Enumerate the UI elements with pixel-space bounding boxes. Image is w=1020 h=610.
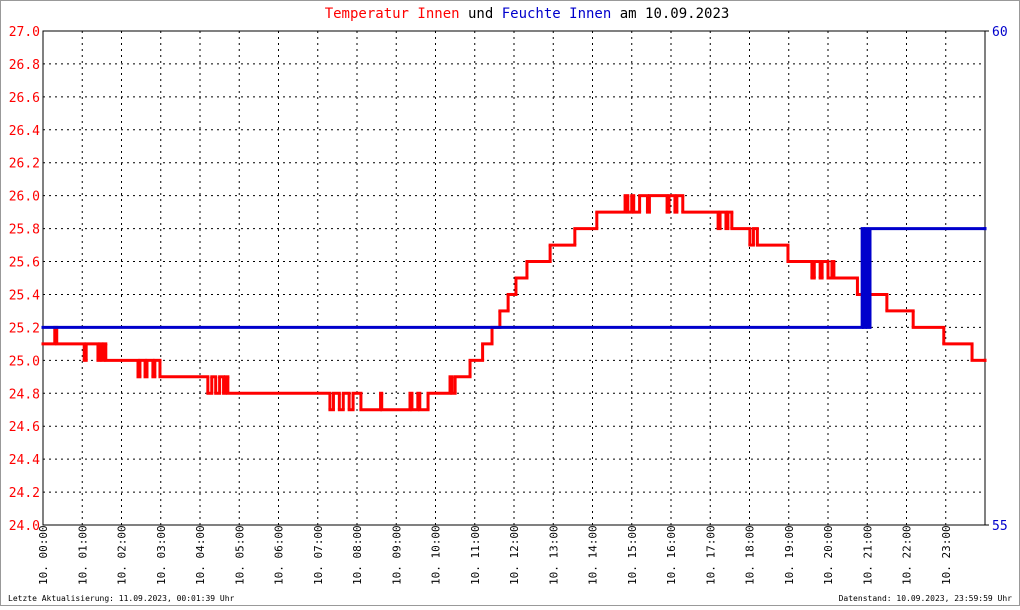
y-tick-label: 24.0 bbox=[9, 519, 40, 534]
y-tick-label: 26.0 bbox=[9, 190, 40, 205]
x-tick-label: 10. 23:00 bbox=[940, 525, 953, 585]
x-tick-label: 10. 22:00 bbox=[901, 525, 914, 585]
x-tick-label: 10. 13:00 bbox=[547, 525, 560, 585]
x-tick-label: 10. 06:00 bbox=[273, 525, 286, 585]
x-tick-label: 10. 20:00 bbox=[822, 525, 835, 585]
y-tick-label: 25.6 bbox=[9, 256, 40, 271]
y-tick-label: 26.6 bbox=[9, 91, 40, 106]
x-tick-label: 10. 18:00 bbox=[744, 525, 757, 585]
x-tick-label: 10. 14:00 bbox=[587, 525, 600, 585]
x-tick-label: 10. 10:00 bbox=[430, 525, 443, 585]
y-tick-label: 27.0 bbox=[9, 25, 40, 40]
y-tick-label: 24.2 bbox=[9, 486, 40, 501]
y2-tick-label: 60 bbox=[992, 25, 1008, 40]
y2-tick-label: 55 bbox=[992, 519, 1008, 534]
x-tick-label: 10. 21:00 bbox=[861, 525, 874, 585]
y-tick-label: 26.2 bbox=[9, 157, 40, 172]
x-tick-label: 10. 08:00 bbox=[351, 525, 364, 585]
x-tick-label: 10. 00:00 bbox=[37, 525, 50, 585]
x-tick-label: 10. 11:00 bbox=[469, 525, 482, 585]
x-tick-label: 10. 04:00 bbox=[194, 525, 207, 585]
y-tick-label: 26.8 bbox=[9, 58, 40, 73]
plot-border bbox=[42, 30, 986, 526]
y-tick-label: 24.8 bbox=[9, 387, 40, 402]
x-tick-label: 10. 19:00 bbox=[783, 525, 796, 585]
title-suffix: am 10.09.2023 bbox=[620, 6, 730, 22]
y-tick-label: 24.4 bbox=[9, 453, 40, 468]
footer-right: Datenstand: 10.09.2023, 23:59:59 Uhr bbox=[839, 594, 1013, 603]
x-tick-label: 10. 12:00 bbox=[508, 525, 521, 585]
x-tick-label: 10. 17:00 bbox=[704, 525, 717, 585]
x-tick-label: 10. 09:00 bbox=[390, 525, 403, 585]
x-tick-label: 10. 16:00 bbox=[665, 525, 678, 585]
y-tick-label: 25.8 bbox=[9, 223, 40, 238]
y-tick-label: 26.4 bbox=[9, 124, 40, 139]
x-tick-label: 10. 15:00 bbox=[626, 525, 639, 585]
x-tick-label: 10. 02:00 bbox=[116, 525, 129, 585]
title-series-1: Temperatur Innen bbox=[325, 6, 460, 22]
footer-left: Letzte Aktualisierung: 11.09.2023, 00:01… bbox=[8, 594, 235, 603]
chart-title: Temperatur Innen und Feuchte Innen am 10… bbox=[325, 6, 730, 22]
title-series-2: Feuchte Innen bbox=[502, 6, 612, 22]
x-tick-label: 10. 05:00 bbox=[233, 525, 246, 585]
y-tick-label: 25.0 bbox=[9, 354, 40, 369]
y-tick-label: 25.4 bbox=[9, 288, 40, 303]
x-tick-label: 10. 07:00 bbox=[312, 525, 325, 585]
x-tick-label: 10. 01:00 bbox=[76, 525, 89, 585]
x-tick-label: 10. 03:00 bbox=[155, 525, 168, 585]
title-connector: und bbox=[468, 6, 493, 22]
y-tick-label: 24.6 bbox=[9, 420, 40, 435]
y-tick-label: 25.2 bbox=[9, 321, 40, 336]
